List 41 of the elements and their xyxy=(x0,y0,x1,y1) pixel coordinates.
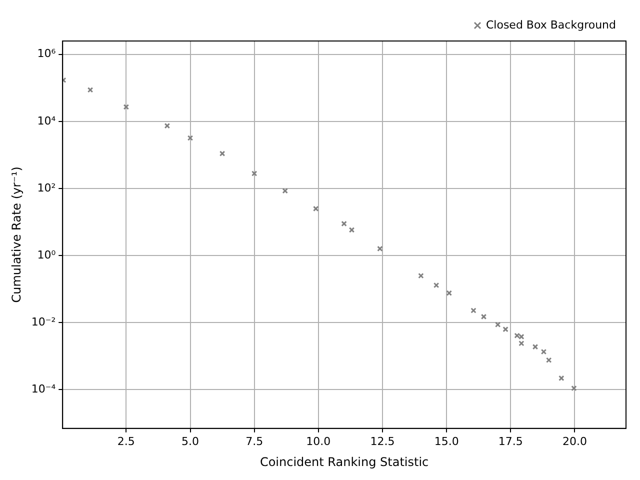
x-tick-label: 7.5 xyxy=(246,434,264,448)
point xyxy=(282,188,288,194)
point xyxy=(123,104,130,110)
y-tick-label: 10⁻⁴ xyxy=(31,382,56,396)
point xyxy=(87,87,94,93)
x-tick-label: 17.5 xyxy=(498,434,523,448)
point xyxy=(502,326,508,332)
x-tick-label: 20.0 xyxy=(562,434,587,448)
y-tick-label: 10² xyxy=(37,181,56,194)
point xyxy=(558,375,564,382)
legend-label: Closed Box Background xyxy=(486,18,616,32)
point xyxy=(571,385,577,392)
x-tick-label: 2.5 xyxy=(117,434,135,448)
point xyxy=(514,332,520,338)
x-tick-label: 5.0 xyxy=(182,434,200,448)
point xyxy=(546,357,552,364)
point xyxy=(377,246,383,252)
point xyxy=(494,322,501,328)
x-axis-title: Coincident Ranking Statistic xyxy=(260,454,429,469)
x-tick-label: 12.5 xyxy=(370,434,395,448)
point xyxy=(251,170,258,176)
point xyxy=(470,308,476,314)
y-tick-label: 10⁴ xyxy=(37,114,56,128)
point xyxy=(312,206,319,212)
point xyxy=(418,272,424,279)
point xyxy=(480,314,487,320)
point xyxy=(187,135,194,141)
x-tick-label: 15.0 xyxy=(434,434,459,448)
point xyxy=(164,122,170,129)
point xyxy=(433,282,440,288)
point xyxy=(219,150,226,156)
point xyxy=(540,348,547,355)
x-tick-label: 10.0 xyxy=(306,434,331,448)
point xyxy=(341,220,347,227)
y-tick-label: 10⁶ xyxy=(37,47,56,60)
y-tick-label: 10⁻² xyxy=(31,315,56,328)
point xyxy=(446,290,452,296)
point xyxy=(532,344,538,350)
point xyxy=(348,227,355,233)
y-axis-title: Cumulative Rate (yr⁻¹) xyxy=(9,166,24,303)
y-tick-label: 10⁰ xyxy=(37,248,56,262)
